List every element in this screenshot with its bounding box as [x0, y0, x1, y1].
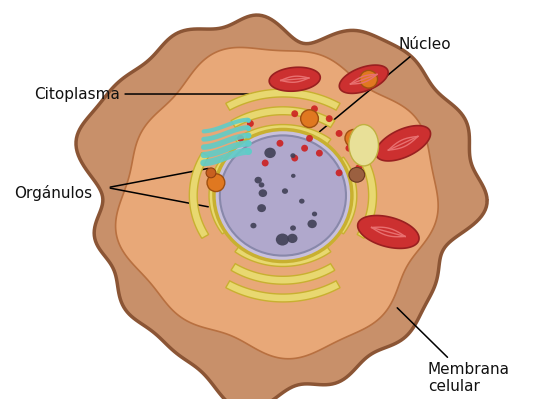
Ellipse shape: [255, 177, 262, 183]
Text: Citoplasma: Citoplasma: [34, 86, 307, 101]
Ellipse shape: [349, 124, 379, 166]
Text: Orgánulos: Orgánulos: [14, 185, 92, 200]
Polygon shape: [357, 153, 376, 238]
Ellipse shape: [207, 174, 225, 191]
Ellipse shape: [257, 204, 266, 212]
Ellipse shape: [349, 167, 365, 182]
Ellipse shape: [299, 199, 305, 204]
Ellipse shape: [259, 189, 267, 197]
Text: Núcleo: Núcleo: [320, 37, 451, 132]
Ellipse shape: [336, 169, 342, 176]
Ellipse shape: [345, 130, 363, 147]
Ellipse shape: [312, 212, 317, 217]
Polygon shape: [339, 65, 388, 93]
Ellipse shape: [247, 120, 254, 127]
Polygon shape: [231, 264, 335, 284]
Polygon shape: [76, 15, 487, 404]
Polygon shape: [226, 89, 340, 110]
Ellipse shape: [301, 145, 308, 152]
Ellipse shape: [264, 147, 276, 158]
Polygon shape: [226, 281, 340, 302]
Polygon shape: [376, 126, 431, 161]
Ellipse shape: [291, 155, 298, 162]
Ellipse shape: [206, 168, 216, 178]
Ellipse shape: [276, 140, 284, 147]
Ellipse shape: [276, 234, 289, 246]
Polygon shape: [269, 67, 320, 91]
Ellipse shape: [360, 70, 377, 88]
Ellipse shape: [307, 220, 317, 228]
Ellipse shape: [262, 160, 269, 166]
Ellipse shape: [282, 188, 288, 194]
Ellipse shape: [355, 164, 362, 171]
Polygon shape: [235, 245, 331, 267]
Ellipse shape: [336, 130, 342, 137]
Polygon shape: [336, 157, 357, 234]
Ellipse shape: [250, 223, 256, 228]
Text: Membrana
celular: Membrana celular: [397, 308, 509, 394]
Polygon shape: [357, 215, 419, 248]
Polygon shape: [231, 107, 335, 127]
Ellipse shape: [306, 135, 313, 142]
Ellipse shape: [237, 135, 244, 142]
Ellipse shape: [311, 105, 318, 112]
Polygon shape: [189, 153, 209, 238]
Ellipse shape: [316, 150, 323, 157]
Ellipse shape: [301, 110, 319, 128]
Ellipse shape: [291, 174, 296, 178]
Ellipse shape: [306, 71, 313, 78]
Polygon shape: [235, 124, 331, 146]
Polygon shape: [209, 157, 230, 234]
Ellipse shape: [220, 135, 346, 256]
Ellipse shape: [259, 182, 264, 187]
Ellipse shape: [290, 225, 296, 231]
Ellipse shape: [290, 153, 296, 158]
Ellipse shape: [214, 130, 352, 261]
Ellipse shape: [346, 145, 352, 152]
Ellipse shape: [326, 115, 332, 122]
Ellipse shape: [281, 81, 289, 88]
Ellipse shape: [287, 234, 297, 243]
Ellipse shape: [291, 110, 298, 117]
Ellipse shape: [365, 150, 372, 157]
Polygon shape: [115, 47, 438, 359]
